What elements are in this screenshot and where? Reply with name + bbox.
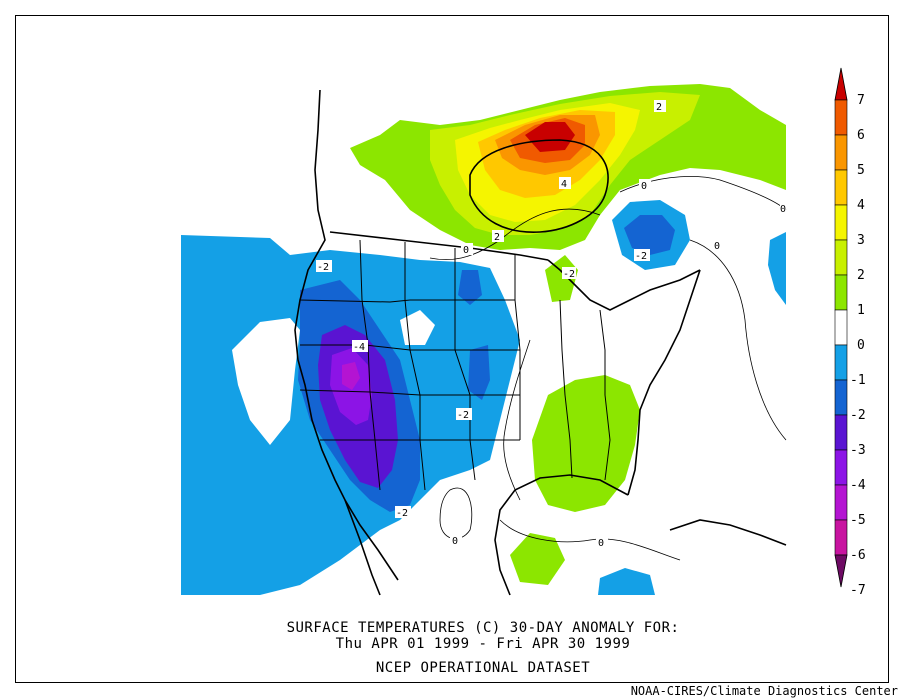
anomaly-region-cold-kansas: [468, 345, 490, 400]
color-scale-arrow-top: [834, 67, 848, 101]
anomaly-core-max: [525, 122, 575, 152]
color-scale-label: 3: [857, 233, 865, 248]
contour-label: 2: [656, 102, 662, 113]
color-scale-bar: 7 6 5 4 3 2 1 0 -1 -2 -3 -4 -5 -6 -7: [834, 67, 866, 598]
anomaly-core-min: [342, 362, 360, 390]
contour-label: 4: [561, 179, 567, 190]
anomaly-region-cool-atlantic: [768, 232, 786, 305]
map-frame: [15, 15, 889, 683]
color-scale-arrow-bottom: [834, 554, 848, 588]
caption-dataset: NCEP OPERATIONAL DATASET: [375, 660, 591, 676]
anomaly-region-warm-greatlakes: [545, 255, 578, 302]
caption-dates: Thu APR 01 1999 - Fri APR 30 1999: [335, 636, 631, 652]
contour-label: -2: [396, 508, 408, 519]
color-scale-cell: [834, 169, 848, 206]
color-scale-cell: [834, 449, 848, 486]
color-scale-label: 1: [857, 303, 865, 318]
color-scale-labels: 7 6 5 4 3 2 1 0 -1 -2 -3 -4 -5 -6 -7: [850, 93, 866, 598]
color-scale-label: -2: [850, 408, 866, 423]
color-scale-label: 2: [857, 268, 865, 283]
contour-label: 0: [714, 241, 720, 252]
contour-label: -2: [317, 262, 329, 273]
contour-label: -2: [635, 251, 647, 262]
color-scale-cell: [834, 134, 848, 171]
contour-label-group: 2 4 2 0 -2 0 -2 0 -4 -2 -2 0 0 0 -2: [316, 100, 786, 549]
color-scale-label: 7: [857, 93, 865, 108]
color-scale-label: 0: [857, 338, 865, 353]
contour-label: 2: [494, 232, 500, 243]
credit-line: NOAA-CIRES/Climate Diagnostics Center: [630, 684, 898, 698]
contour-label: 0: [463, 245, 469, 256]
color-scale-cell: [834, 274, 848, 311]
contour-label: 0: [598, 538, 604, 549]
color-scale-label: -5: [850, 513, 866, 528]
color-scale-cell: [834, 414, 848, 451]
anomaly-region-cold-plains: [458, 270, 482, 305]
color-scale-label: 5: [857, 163, 865, 178]
color-scale-cell: [834, 484, 848, 521]
color-scale-label: 6: [857, 128, 865, 143]
color-scale-label: -6: [850, 548, 866, 563]
contour-label: 0: [452, 536, 458, 547]
color-scale-label: -4: [850, 478, 866, 493]
anomaly-region-warm-gulf: [510, 533, 565, 585]
contour-label: 0: [780, 204, 786, 215]
anomaly-region-cold-quebec: [624, 215, 675, 255]
color-scale-cell: [834, 309, 848, 346]
color-scale-label: -1: [850, 373, 866, 388]
color-scale-cell: [834, 519, 848, 556]
neutral-pocket-pacific: [232, 318, 300, 445]
color-scale-label: -3: [850, 443, 866, 458]
color-scale-cell: [834, 344, 848, 381]
contour-label: -2: [457, 410, 469, 421]
contour-label: 0: [641, 181, 647, 192]
color-scale-cells: [834, 67, 848, 588]
color-scale-cell: [834, 204, 848, 241]
color-scale-cell: [834, 379, 848, 416]
color-scale-cell: [834, 239, 848, 276]
caption-title: SURFACE TEMPERATURES (C) 30-DAY ANOMALY …: [286, 620, 680, 636]
contour-label: -2: [563, 269, 575, 280]
anomaly-region-warm-southeast: [532, 375, 640, 512]
state-boundaries: [299, 239, 611, 491]
color-scale-label: -7: [850, 583, 866, 598]
color-scale-cell: [834, 99, 848, 136]
anomaly-region-cool-mexico: [598, 568, 655, 595]
contour-label: -4: [353, 342, 365, 353]
color-scale-label: 4: [857, 198, 865, 213]
